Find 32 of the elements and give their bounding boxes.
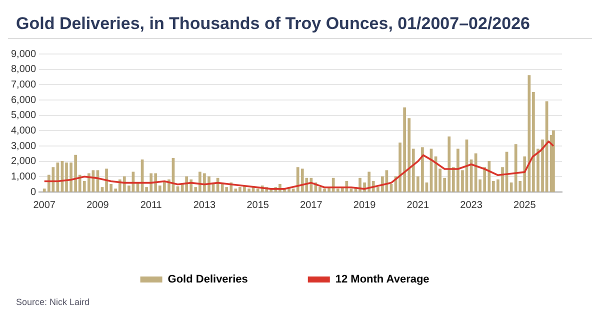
- y-tick-label: 8,000: [10, 64, 36, 76]
- y-tick-label: 4,000: [10, 125, 36, 136]
- y-tick-label: 1,000: [10, 171, 36, 182]
- x-tick-label: 2007: [33, 200, 56, 211]
- x-tick-label: 2011: [140, 200, 162, 211]
- bar: [52, 167, 55, 192]
- y-tick-label: 9,000: [10, 48, 36, 60]
- bar: [300, 168, 304, 192]
- bar: [552, 130, 555, 192]
- x-tick-label: 2025: [514, 200, 536, 211]
- y-tick-label: 5,000: [10, 110, 36, 122]
- y-tick-label: 2,000: [10, 156, 36, 168]
- bar: [292, 188, 295, 192]
- x-tick-label: 2015: [246, 200, 270, 211]
- y-tick-label: 0: [30, 186, 36, 198]
- x-tick-label: 2013: [193, 200, 216, 211]
- x-tick-label: 2023: [460, 200, 483, 211]
- bar: [87, 173, 90, 192]
- bar: [220, 184, 224, 192]
- bar: [350, 188, 353, 192]
- y-tick-label: 7,000: [10, 79, 36, 90]
- chart-title: Gold Deliveries, in Thousands of Troy Ounces, 01/2007–02/2026: [8, 8, 592, 39]
- x-tick-label: 2009: [86, 200, 110, 211]
- x-tick-label: 2021: [406, 200, 430, 211]
- y-tick-label: 3,000: [10, 140, 36, 152]
- source-note: Source: Nick Laird: [15, 297, 91, 307]
- bar: [514, 144, 518, 192]
- x-tick-label: 2017: [300, 200, 323, 211]
- y-tick-label: 6,000: [10, 94, 36, 106]
- legend-label: 12 Month Average: [335, 274, 430, 286]
- x-tick-label: 2019: [353, 200, 376, 211]
- legend-label: Gold Deliveries: [168, 274, 248, 286]
